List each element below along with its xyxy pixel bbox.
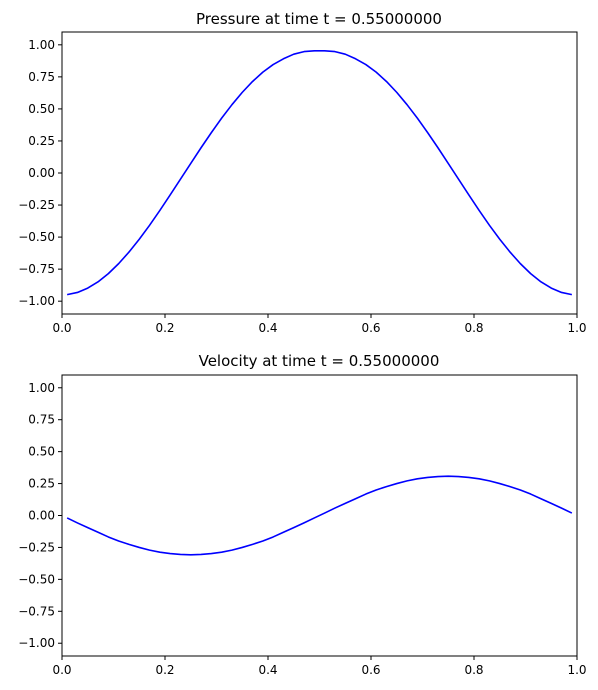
pressure-y-tick-label: 0.25 xyxy=(28,134,55,148)
velocity-x-tick-label: 0.4 xyxy=(258,663,277,677)
pressure-y-tick-label: 0.50 xyxy=(28,102,55,116)
pressure-y-tick-label: 0.75 xyxy=(28,70,55,84)
pressure-y-tick-label: −0.50 xyxy=(18,230,55,244)
pressure-x-tick-label: 0.4 xyxy=(258,321,277,335)
pressure-x-tick-label: 0.2 xyxy=(155,321,174,335)
pressure-x-ticks: 0.0 0.2 0.4 0.6 0.8 1.0 xyxy=(52,314,587,335)
velocity-y-tick-label: −1.00 xyxy=(18,636,55,650)
velocity-x-tick-label: 1.0 xyxy=(567,663,586,677)
pressure-x-tick-label: 0.8 xyxy=(464,321,483,335)
velocity-y-tick-label: −0.75 xyxy=(18,604,55,618)
pressure-y-tick-label: −0.75 xyxy=(18,262,55,276)
velocity-y-ticks: 1.00 0.75 0.50 0.25 0.00 −0.25 −0.50 −0.75 −1.00 xyxy=(18,381,62,650)
pressure-y-ticks: 1.00 0.75 0.50 0.25 0.00 −0.25 −0.50 −0.75 −1.00 xyxy=(18,38,62,308)
velocity-x-tick-label: 0.8 xyxy=(464,663,483,677)
pressure-chart-title: Pressure at time t = 0.55000000 xyxy=(196,10,442,28)
velocity-y-tick-label: 0.75 xyxy=(28,413,55,427)
pressure-y-tick-label: −1.00 xyxy=(18,294,55,308)
velocity-y-tick-label: 0.25 xyxy=(28,477,55,491)
velocity-y-tick-label: 0.50 xyxy=(28,445,55,459)
pressure-series-line xyxy=(66,50,573,296)
velocity-x-ticks: 0.0 0.2 0.4 0.6 0.8 1.0 xyxy=(52,656,587,677)
pressure-chart: Pressure at time t = 0.55000000 0.0 0.2 0.… xyxy=(18,10,586,335)
pressure-x-tick-label: 1.0 xyxy=(567,321,586,335)
velocity-y-tick-label: −0.25 xyxy=(18,540,55,554)
velocity-y-tick-label: 0.00 xyxy=(28,509,55,523)
pressure-y-tick-label: −0.25 xyxy=(18,198,55,212)
velocity-y-tick-label: −0.50 xyxy=(18,572,55,586)
pressure-axes-frame xyxy=(61,31,578,315)
velocity-x-tick-label: 0.0 xyxy=(52,663,71,677)
pressure-x-tick-label: 0.6 xyxy=(361,321,380,335)
velocity-chart-title: Velocity at time t = 0.55000000 xyxy=(199,352,440,370)
velocity-x-tick-label: 0.6 xyxy=(361,663,380,677)
pressure-y-tick-label: 0.00 xyxy=(28,166,55,180)
pressure-y-tick-label: 1.00 xyxy=(28,38,55,52)
velocity-series-line xyxy=(66,475,573,556)
pressure-x-tick-label: 0.0 xyxy=(52,321,71,335)
velocity-chart: Velocity at time t = 0.55000000 0.0 0.2 0.… xyxy=(18,352,586,677)
velocity-axes-frame xyxy=(61,374,578,657)
velocity-y-tick-label: 1.00 xyxy=(28,381,55,395)
velocity-x-tick-label: 0.2 xyxy=(155,663,174,677)
